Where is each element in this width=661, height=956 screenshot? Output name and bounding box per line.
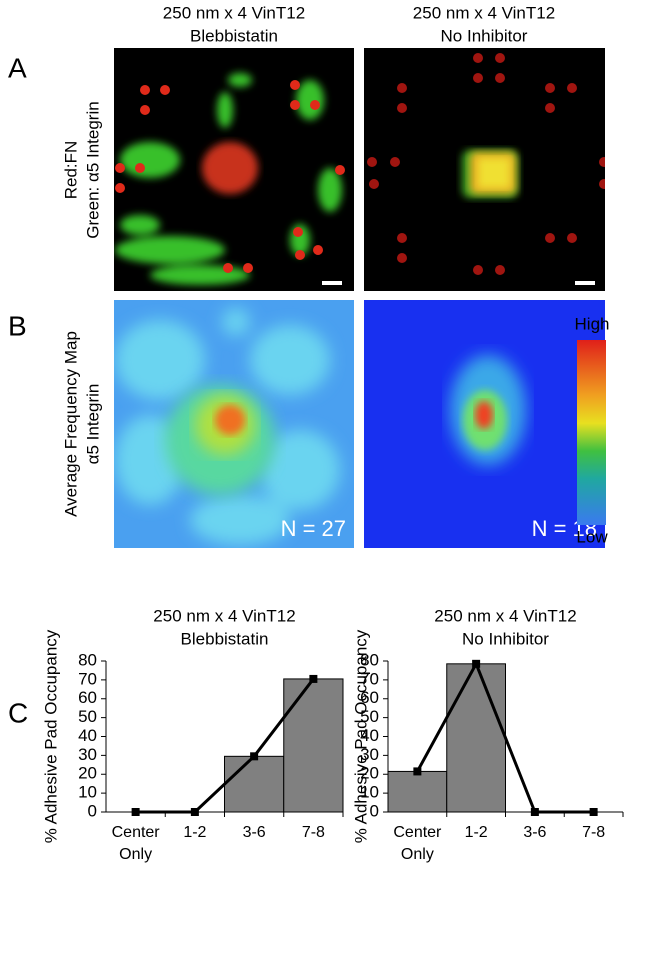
y-tick-label: 60 <box>360 688 379 707</box>
row-label: Red:FN <box>61 141 80 200</box>
heat-map: N = 27 <box>114 300 354 548</box>
bar <box>224 755 285 813</box>
x-tick-label: 7-8 <box>301 824 325 841</box>
column-title: 250 nm x 4 VinT12 <box>413 3 555 22</box>
x-tick-label: 3-6 <box>523 824 547 841</box>
column-subtitle: Blebbistatin <box>190 26 278 45</box>
y-tick-label: 70 <box>78 669 97 688</box>
x-tick-label: Center Only <box>393 824 442 863</box>
n-label: N = 27 <box>281 516 346 541</box>
row-label: α5 Integrin <box>83 384 102 465</box>
x-tick-label: 1-2 <box>183 824 207 841</box>
y-axis-label: % Adhesive Pad Occupancy <box>351 629 370 843</box>
column-subtitle: No Inhibitor <box>441 26 528 45</box>
y-tick-label: 30 <box>360 745 379 764</box>
y-tick-label: 0 <box>370 801 379 820</box>
x-tick-label: 3-6 <box>242 824 266 841</box>
micrograph <box>114 48 354 291</box>
y-tick-label: 0 <box>88 801 97 820</box>
bar <box>446 663 506 813</box>
colorbar-label: Low <box>576 527 608 546</box>
line-marker <box>472 659 481 668</box>
chart-title: 250 nm x 4 VinT12 <box>434 606 576 625</box>
x-tick-label: Center Only <box>111 824 160 863</box>
y-tick-label: 80 <box>360 650 379 669</box>
panel-label: A <box>8 52 27 83</box>
x-tick-label: 1-2 <box>464 824 488 841</box>
colorbar-label: High <box>575 314 610 333</box>
line-marker <box>309 674 318 683</box>
heat-map: N = 18 <box>364 300 605 548</box>
y-tick-label: 50 <box>360 707 379 726</box>
row-label: Average Frequency Map <box>61 331 80 517</box>
chart-title: 250 nm x 4 VinT12 <box>153 606 295 625</box>
y-tick-label: 20 <box>360 764 379 783</box>
chart-subtitle: Blebbistatin <box>181 629 269 648</box>
line-marker <box>413 767 422 776</box>
panel-label: C <box>8 697 28 728</box>
y-tick-label: 40 <box>360 726 379 745</box>
x-tick-label: 7-8 <box>582 824 606 841</box>
y-tick-label: 60 <box>78 688 97 707</box>
y-tick-label: 10 <box>78 783 97 802</box>
y-tick-label: 10 <box>360 783 379 802</box>
chart-subtitle: No Inhibitor <box>462 629 549 648</box>
y-axis-label: % Adhesive Pad Occupancy <box>41 629 60 843</box>
row-label: Green: α5 Integrin <box>83 101 102 238</box>
y-tick-label: 20 <box>78 764 97 783</box>
panel-label: B <box>8 310 27 341</box>
bar <box>283 678 344 813</box>
column-title: 250 nm x 4 VinT12 <box>163 3 305 22</box>
y-tick-label: 50 <box>78 707 97 726</box>
y-tick-label: 80 <box>78 650 97 669</box>
micrograph <box>364 48 605 291</box>
bar <box>387 770 448 813</box>
y-tick-label: 40 <box>78 726 97 745</box>
line-marker <box>250 752 259 761</box>
y-tick-label: 30 <box>78 745 97 764</box>
y-tick-label: 70 <box>360 669 379 688</box>
color-bar <box>577 340 606 525</box>
